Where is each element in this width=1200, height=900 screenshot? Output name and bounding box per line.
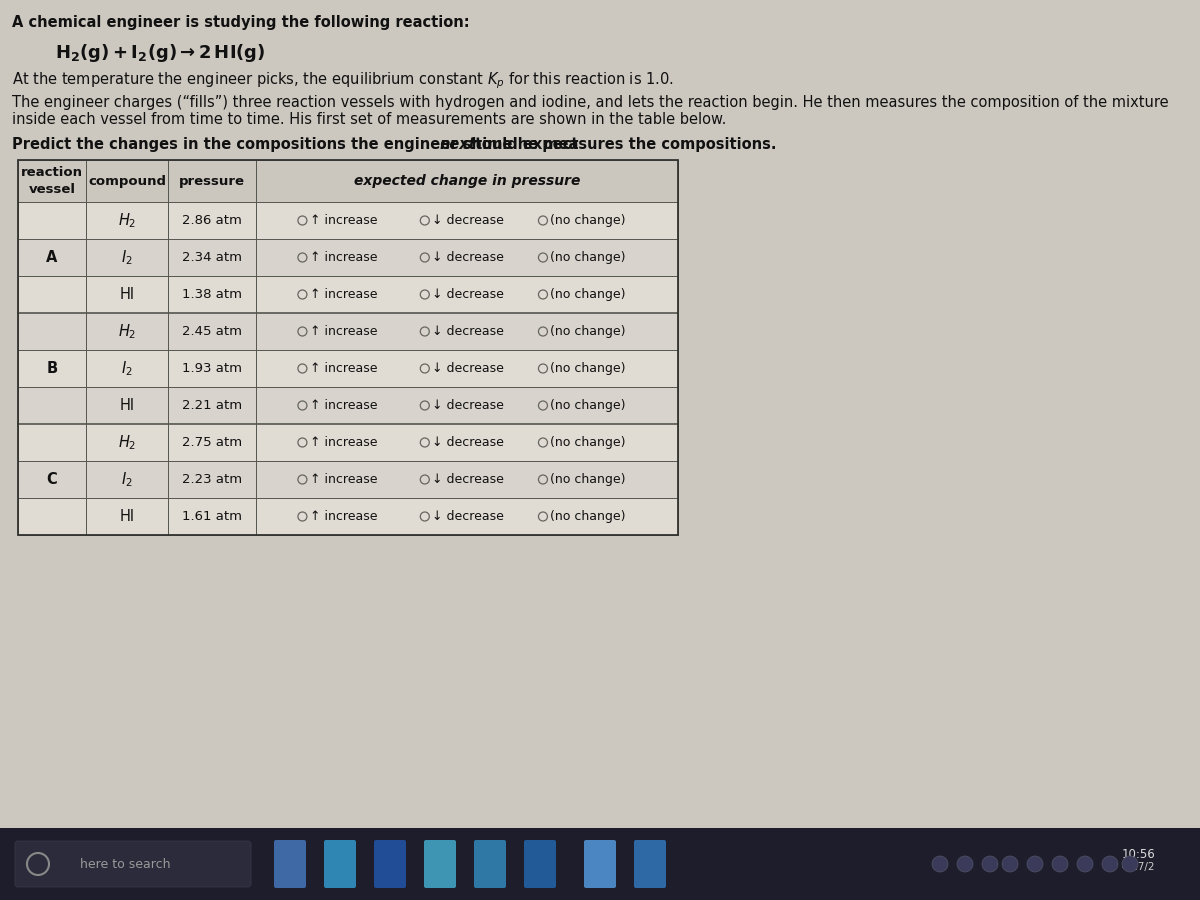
FancyBboxPatch shape — [424, 840, 456, 888]
Text: $I_2$: $I_2$ — [121, 248, 133, 266]
FancyBboxPatch shape — [374, 840, 406, 888]
Text: ↓ decrease: ↓ decrease — [432, 510, 504, 523]
FancyBboxPatch shape — [584, 840, 616, 888]
Text: (no change): (no change) — [551, 288, 626, 301]
Circle shape — [1102, 856, 1118, 872]
FancyBboxPatch shape — [18, 202, 678, 239]
FancyBboxPatch shape — [18, 424, 678, 461]
Text: The engineer charges (“fills”) three reaction vessels with hydrogen and iodine, : The engineer charges (“fills”) three rea… — [12, 95, 1169, 110]
Text: ↑ increase: ↑ increase — [310, 325, 378, 338]
Text: $H_2$: $H_2$ — [118, 322, 136, 341]
FancyBboxPatch shape — [0, 0, 1200, 825]
Text: A: A — [47, 250, 58, 265]
Text: (no change): (no change) — [551, 436, 626, 449]
Text: HI: HI — [120, 287, 134, 302]
Text: (no change): (no change) — [551, 251, 626, 264]
FancyBboxPatch shape — [18, 498, 678, 535]
Text: compound: compound — [88, 175, 166, 187]
Text: reaction
vessel: reaction vessel — [22, 166, 83, 196]
FancyBboxPatch shape — [18, 160, 678, 535]
Text: time he measures the compositions.: time he measures the compositions. — [470, 137, 776, 152]
Text: (no change): (no change) — [551, 473, 626, 486]
Text: C: C — [47, 472, 58, 487]
Text: expected change in pressure: expected change in pressure — [354, 174, 580, 188]
Text: (no change): (no change) — [551, 214, 626, 227]
Text: 2.23 atm: 2.23 atm — [182, 473, 242, 486]
Text: $H_2$: $H_2$ — [118, 433, 136, 452]
Text: ↓ decrease: ↓ decrease — [432, 436, 504, 449]
Text: Predict the changes in the compositions the engineer should expect: Predict the changes in the compositions … — [12, 137, 583, 152]
FancyBboxPatch shape — [14, 841, 251, 887]
Text: ↑ increase: ↑ increase — [310, 288, 378, 301]
FancyBboxPatch shape — [634, 840, 666, 888]
Text: ↓ decrease: ↓ decrease — [432, 214, 504, 227]
Circle shape — [1078, 856, 1093, 872]
FancyBboxPatch shape — [0, 0, 1200, 825]
Text: 4/27/2: 4/27/2 — [1122, 862, 1154, 872]
Text: 1.38 atm: 1.38 atm — [182, 288, 242, 301]
Text: (no change): (no change) — [551, 399, 626, 412]
Circle shape — [1027, 856, 1043, 872]
Text: ↓ decrease: ↓ decrease — [432, 399, 504, 412]
Text: $\mathbf{H_2(g)+I_2(g)\rightarrow 2\,HI(g)}$: $\mathbf{H_2(g)+I_2(g)\rightarrow 2\,HI(… — [55, 42, 265, 64]
FancyBboxPatch shape — [474, 840, 506, 888]
Text: B: B — [47, 361, 58, 376]
Text: next: next — [440, 137, 476, 152]
Text: ↓ decrease: ↓ decrease — [432, 325, 504, 338]
Text: ↑ increase: ↑ increase — [310, 473, 378, 486]
FancyBboxPatch shape — [18, 313, 678, 350]
Text: 1.61 atm: 1.61 atm — [182, 510, 242, 523]
Text: A chemical engineer is studying the following reaction:: A chemical engineer is studying the foll… — [12, 15, 469, 30]
FancyBboxPatch shape — [324, 840, 356, 888]
FancyBboxPatch shape — [18, 160, 678, 202]
Text: here to search: here to search — [80, 858, 170, 870]
Text: ↓ decrease: ↓ decrease — [432, 473, 504, 486]
Circle shape — [958, 856, 973, 872]
Text: $I_2$: $I_2$ — [121, 359, 133, 378]
Text: ↑ increase: ↑ increase — [310, 362, 378, 375]
Circle shape — [1052, 856, 1068, 872]
Text: At the temperature the engineer picks, the equilibrium constant $K_p$ for this r: At the temperature the engineer picks, t… — [12, 70, 673, 91]
Text: (no change): (no change) — [551, 325, 626, 338]
Text: 2.21 atm: 2.21 atm — [182, 399, 242, 412]
Text: 2.34 atm: 2.34 atm — [182, 251, 242, 264]
Circle shape — [982, 856, 998, 872]
FancyBboxPatch shape — [18, 461, 678, 498]
Text: 2.86 atm: 2.86 atm — [182, 214, 242, 227]
Text: pressure: pressure — [179, 175, 245, 187]
Text: ↑ increase: ↑ increase — [310, 436, 378, 449]
FancyBboxPatch shape — [524, 840, 556, 888]
Circle shape — [1122, 856, 1138, 872]
FancyBboxPatch shape — [18, 387, 678, 424]
Text: 2.45 atm: 2.45 atm — [182, 325, 242, 338]
FancyBboxPatch shape — [0, 828, 1200, 900]
Text: $I_2$: $I_2$ — [121, 470, 133, 489]
Text: ↓ decrease: ↓ decrease — [432, 251, 504, 264]
Text: ↑ increase: ↑ increase — [310, 399, 378, 412]
Text: 1.93 atm: 1.93 atm — [182, 362, 242, 375]
Text: (no change): (no change) — [551, 362, 626, 375]
Text: ↓ decrease: ↓ decrease — [432, 288, 504, 301]
Text: ↓ decrease: ↓ decrease — [432, 362, 504, 375]
Text: ↑ increase: ↑ increase — [310, 510, 378, 523]
Text: 2.75 atm: 2.75 atm — [182, 436, 242, 449]
Text: HI: HI — [120, 509, 134, 524]
Text: $H_2$: $H_2$ — [118, 212, 136, 230]
FancyBboxPatch shape — [274, 840, 306, 888]
Text: inside each vessel from time to time. His first set of measurements are shown in: inside each vessel from time to time. Hi… — [12, 112, 726, 127]
FancyBboxPatch shape — [18, 239, 678, 276]
Circle shape — [932, 856, 948, 872]
FancyBboxPatch shape — [18, 350, 678, 387]
FancyBboxPatch shape — [18, 276, 678, 313]
Text: HI: HI — [120, 398, 134, 413]
Text: 10:56: 10:56 — [1121, 848, 1154, 861]
Text: ↑ increase: ↑ increase — [310, 251, 378, 264]
Text: ↑ increase: ↑ increase — [310, 214, 378, 227]
Text: (no change): (no change) — [551, 510, 626, 523]
Circle shape — [1002, 856, 1018, 872]
